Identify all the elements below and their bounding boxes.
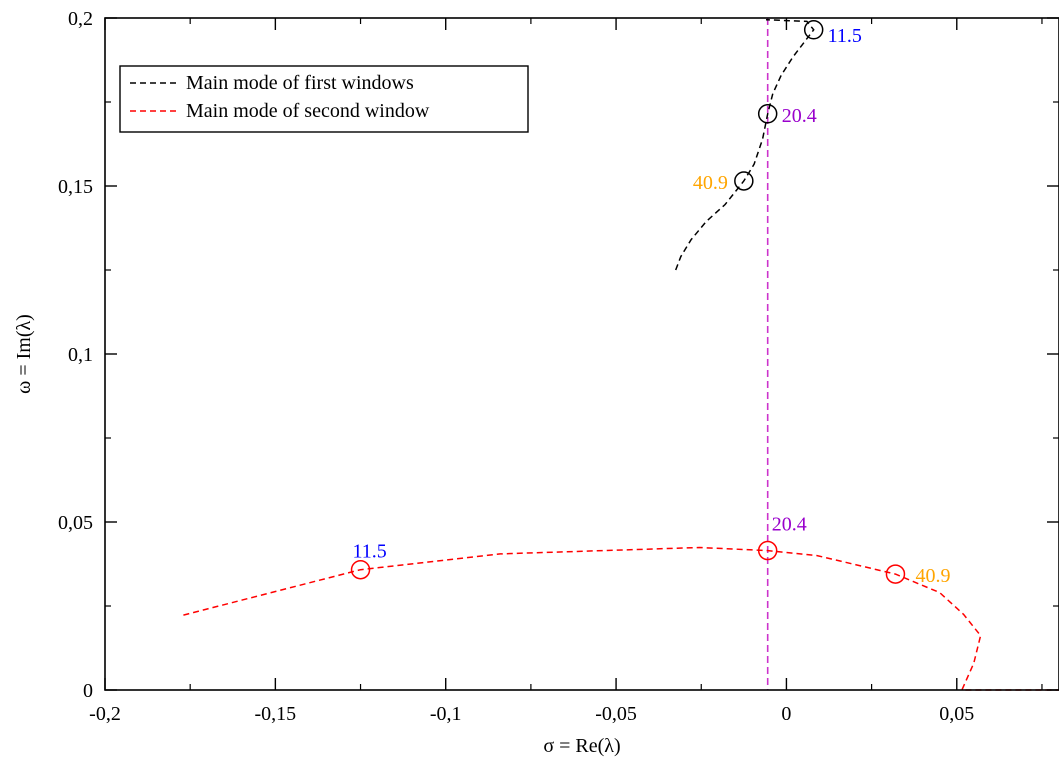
- legend-box: [119, 65, 529, 133]
- legend: Main mode of first windows Main mode of …: [119, 65, 529, 133]
- x-tick-label-4: 0: [781, 703, 791, 725]
- marker-circle-3: [350, 559, 371, 580]
- plot-marks: 11.5 20.4 40.9 11.5 20.4 40.9: [183, 18, 1059, 691]
- x-tick-label-5: 0,05: [939, 703, 974, 725]
- x-tick-label-0: -0,2: [89, 703, 121, 725]
- marker-circle-0: [803, 20, 824, 40]
- y-tick-label-0: 0: [83, 680, 93, 702]
- marker-circle-2: [734, 171, 754, 191]
- x-tick-label-2: -0,1: [430, 703, 462, 725]
- legend-label-first-windows: Main mode of first windows: [186, 72, 414, 94]
- y-axis-title: ω = Im(λ): [13, 314, 35, 394]
- x-tick-label-1: -0,15: [255, 703, 297, 725]
- marker-circle-1: [757, 104, 778, 124]
- marker-label-3: 11.5: [353, 541, 387, 563]
- legend-label-second-window: Main mode of second window: [186, 100, 430, 122]
- axis-ticks: -0,2 -0,15 -0,1 -0,05 0 0,05 0 0,05 0,1 0,15 0,2: [58, 8, 1059, 725]
- y-tick-label-4: 0,2: [68, 8, 93, 30]
- marker-circle-4: [757, 540, 778, 561]
- marker-circle-5: [885, 564, 906, 584]
- x-axis-title: σ = Re(λ): [543, 735, 620, 757]
- marker-label-2: 40.9: [693, 172, 728, 194]
- y-tick-label-1: 0,05: [58, 512, 93, 534]
- marker-label-0: 11.5: [828, 25, 862, 47]
- y-tick-label-3: 0,15: [58, 176, 93, 198]
- marker-label-5: 40.9: [915, 565, 950, 587]
- marker-label-4: 20.4: [772, 514, 807, 536]
- marker-label-1: 20.4: [782, 105, 817, 127]
- x-tick-label-3: -0,05: [595, 703, 637, 725]
- y-tick-label-2: 0,1: [68, 344, 93, 366]
- series-line-1: [183, 546, 1059, 691]
- series-line-0: [674, 18, 815, 271]
